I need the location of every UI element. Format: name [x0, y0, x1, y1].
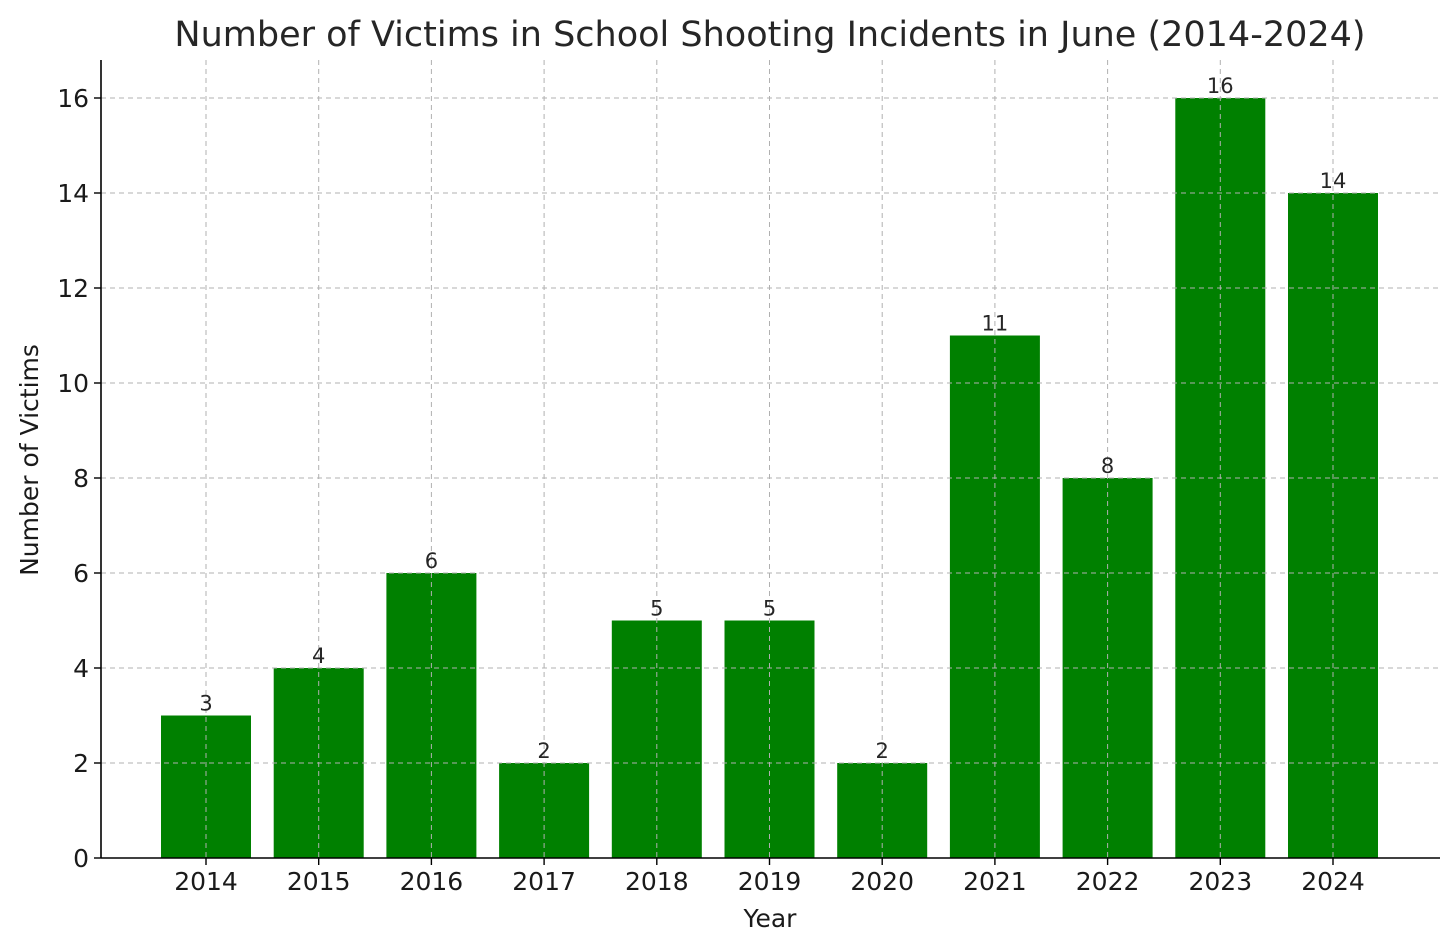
x-tick-label-2014: 2014: [174, 867, 238, 896]
data-label-2022: 8: [1101, 454, 1114, 478]
chart-title: Number of Victims in School Shooting Inc…: [174, 15, 1365, 55]
x-tick-label-2017: 2017: [512, 867, 576, 896]
x-tick-label-2018: 2018: [625, 867, 689, 896]
y-tick-label-8: 8: [73, 464, 89, 493]
y-tick-label-16: 16: [57, 84, 89, 113]
data-label-2015: 4: [312, 644, 325, 668]
data-label-2023: 16: [1207, 74, 1234, 98]
data-label-2016: 6: [425, 549, 438, 573]
y-tick-label-12: 12: [57, 274, 89, 303]
y-tick-label-0: 0: [73, 844, 89, 873]
y-axis-title: Number of Victims: [15, 344, 44, 576]
y-tick-label-14: 14: [57, 179, 89, 208]
data-label-2018: 5: [650, 597, 663, 621]
x-ticks-layer: 2014 2015 2016 2017 2018 2019 2020 2021 2022 2023…: [174, 858, 1365, 896]
data-label-2014: 3: [199, 692, 212, 716]
x-tick-label-2019: 2019: [738, 867, 802, 896]
bar-2016: [386, 573, 477, 858]
data-label-2017: 2: [537, 739, 550, 763]
bar-2024: [1288, 193, 1378, 858]
y-tick-label-6: 6: [73, 559, 89, 588]
grid-layer: [101, 60, 1440, 858]
x-tick-label-2024: 2024: [1301, 867, 1365, 896]
y-tick-label-2: 2: [73, 749, 89, 778]
x-tick-label-2015: 2015: [287, 867, 351, 896]
x-tick-label-2020: 2020: [850, 867, 914, 896]
data-label-2020: 2: [876, 739, 889, 763]
x-axis-title: Year: [743, 904, 798, 933]
data-labels-layer: 3 4 6 2 5 5 2 11 8 16 14: [199, 74, 1346, 763]
y-tick-label-10: 10: [57, 369, 89, 398]
y-ticks-layer: 0 2 4 6 8 10 12 14 16: [57, 84, 101, 873]
x-tick-label-2021: 2021: [963, 867, 1027, 896]
x-tick-label-2022: 2022: [1076, 867, 1140, 896]
data-label-2021: 11: [982, 312, 1009, 336]
x-tick-label-2023: 2023: [1188, 867, 1252, 896]
x-tick-label-2016: 2016: [400, 867, 464, 896]
data-label-2024: 14: [1320, 169, 1347, 193]
y-tick-label-4: 4: [73, 654, 89, 683]
data-label-2019: 5: [763, 597, 776, 621]
